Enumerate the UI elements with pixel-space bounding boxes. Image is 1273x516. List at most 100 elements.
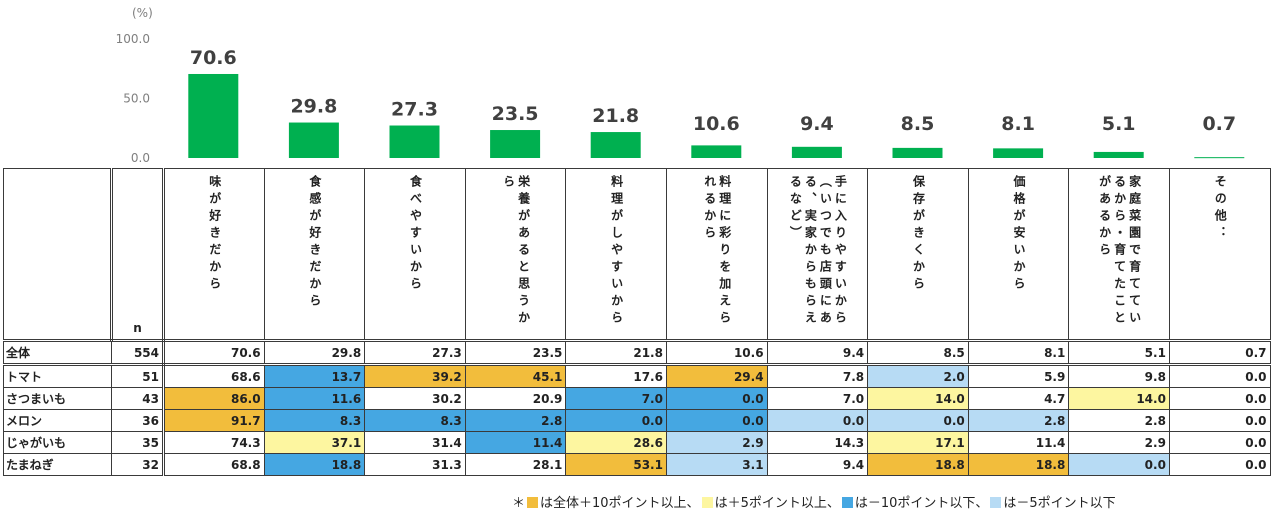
legend-swatch-yellow [701,497,713,508]
value-cell: 0.0 [1168,387,1271,410]
value-cell: 9.4 [766,453,869,476]
value-cell: 2.0 [867,364,969,388]
value-cell: 8.3 [364,409,466,432]
category-label: 手に入りやすいから（いつでも店頭にある、実家からもらえるなど） [788,175,848,328]
value-cell: 27.3 [364,340,466,366]
value-cell: 9.4 [766,340,869,366]
legend: ＊ は全体＋10ポイント以上、 は＋5ポイント以上、 は－10ポイント以下、 は－5ポイ… [512,492,1116,511]
header-blank [3,168,113,342]
bar-value-label: 23.5 [492,103,539,125]
bar [892,147,943,158]
bar-value-label: 10.6 [693,113,740,135]
value-cell: 39.2 [364,364,466,388]
table-row: たまねぎ 32 68.8 18.8 31.3 28.1 53.1 3.1 9.4 18.8 18.8… [3,453,1271,476]
row-n: 32 [111,453,165,476]
category-label: 味が好きだから [207,175,222,294]
bar-value-label: 21.8 [592,105,639,127]
legend-swatch-light-blue [990,497,1002,508]
bar [188,73,239,158]
n-header: n [111,168,165,342]
category-header: 味が好きだから [163,168,265,342]
value-cell: 2.9 [1068,431,1170,454]
legend-swatch-orange [527,497,539,508]
bar [288,122,339,158]
value-cell: 17.6 [565,364,667,388]
value-cell: 70.6 [163,340,265,366]
value-cell: 0.0 [867,409,969,432]
value-cell: 14.0 [1068,387,1170,410]
value-cell: 68.8 [163,453,265,476]
row-n: 554 [111,340,165,366]
value-cell: 9.8 [1068,364,1170,388]
value-cell: 30.2 [364,387,466,410]
bar [1093,151,1144,158]
category-label: 保存がきくから [911,175,926,294]
row-n: 36 [111,409,165,432]
category-header: 食感が好きだから [263,168,366,342]
category-header: 料理に彩りを加えられるから [665,168,768,342]
value-cell: 13.7 [263,364,366,388]
y-tick-label: 0.0 [131,151,150,165]
value-cell: 10.6 [665,340,768,366]
value-cell: 28.1 [464,453,567,476]
row-label: さつまいも [3,387,112,410]
value-cell: 86.0 [163,387,265,410]
value-cell: 0.7 [1168,340,1271,366]
table-row: 全体 554 70.6 29.8 27.3 23.5 21.8 10.6 9.4 8.5 8.1 5.… [3,340,1271,366]
y-tick-label: 100.0 [116,32,150,46]
value-cell: 2.8 [967,409,1070,432]
bar-value-label: 0.7 [1202,113,1236,135]
value-cell: 2.8 [464,409,567,432]
bar-value-label: 29.8 [290,96,337,118]
value-cell: 68.6 [163,364,265,388]
bar-chart: (%) 100.0 50.0 0.0 70.6 29.8 27.3 23.5 21.8 10.… [116,6,1245,165]
category-header: 食べやすいから [364,168,466,342]
bar [1194,157,1245,159]
category-header: 手に入りやすいから（いつでも店頭にある、実家からもらえるなど） [766,168,869,342]
value-cell: 21.8 [565,340,667,366]
legend-text-light-blue: は－5ポイント以下 [1003,496,1116,511]
value-cell: 2.8 [1068,409,1170,432]
value-cell: 29.4 [665,364,768,388]
table-row: さつまいも 43 86.0 11.6 30.2 20.9 7.0 0.0 7.0 14.0 4.7 1… [3,387,1271,410]
category-label: 家庭菜園で育てているから・育てたことがあるから [1097,175,1142,328]
value-cell: 8.5 [867,340,969,366]
category-label: 価格が安いから [1012,175,1027,294]
value-cell: 5.1 [1068,340,1170,366]
category-header: 価格が安いから [967,168,1070,342]
value-cell: 3.1 [665,453,768,476]
legend-prefix: ＊ [512,496,526,511]
value-cell: 0.0 [1168,409,1271,432]
value-cell: 74.3 [163,431,265,454]
bar-value-label: 27.3 [391,99,438,121]
bar-value-label: 70.6 [190,47,237,69]
category-label: 栄養があると思うから [501,175,531,328]
table-row: メロン 36 91.7 8.3 8.3 2.8 0.0 0.0 0.0 0.0 2.8 2.8 0.0 [3,409,1271,432]
bar [490,130,541,158]
value-cell: 14.3 [766,431,869,454]
value-cell: 7.0 [766,387,869,410]
table-row: じゃがいも 35 74.3 37.1 31.4 11.4 28.6 2.9 14.3 17.1 11… [3,431,1271,454]
value-cell: 11.6 [263,387,366,410]
bar [993,148,1044,158]
value-cell: 0.0 [1168,453,1271,476]
value-cell: 7.8 [766,364,869,388]
value-cell: 2.9 [665,431,768,454]
data-table: n 味が好きだから 食感が好きだから 食べやすいから 栄養があると思うから 料理がしやすい… [3,168,1271,476]
category-label: 料理がしやすいから [609,175,624,328]
category-label: その他： [1213,175,1228,243]
bar-value-label: 9.4 [800,113,834,135]
value-cell: 45.1 [464,364,567,388]
unit-label: (%) [132,6,153,20]
legend-swatch-blue [841,497,853,508]
category-header: 栄養があると思うから [464,168,567,342]
value-cell: 29.8 [263,340,366,366]
category-header: その他： [1168,168,1271,342]
row-label: トマト [3,364,112,388]
value-cell: 0.0 [1168,431,1271,454]
value-cell: 0.0 [665,409,768,432]
row-label: 全体 [3,340,112,366]
bar [590,132,641,158]
category-header: 家庭菜園で育てているから・育てたことがあるから [1068,168,1170,342]
row-label: じゃがいも [3,431,112,454]
